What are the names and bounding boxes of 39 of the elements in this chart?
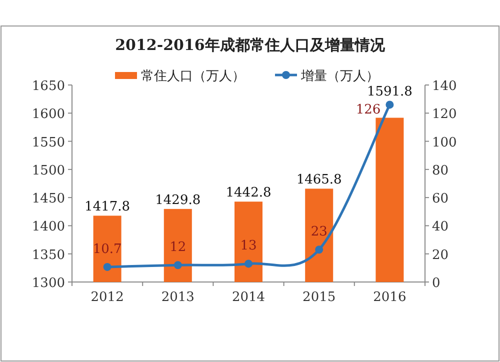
x-tick-label: 2016: [373, 290, 406, 305]
data-label: 10.7: [92, 242, 122, 257]
x-tick-label: 2012: [90, 290, 124, 305]
data-label: 1591.8: [366, 84, 412, 100]
y2-tick-label: 0: [432, 276, 440, 291]
y2-tick-label: 20: [432, 248, 449, 263]
y2-tick-label: 120: [432, 107, 457, 122]
data-label: 1442.8: [226, 186, 272, 201]
y-tick-label: 1350: [32, 248, 65, 263]
y2-tick-label: 140: [432, 79, 457, 94]
x-tick-label: 2013: [161, 290, 194, 305]
y-tick-label: 1600: [32, 107, 65, 122]
y-tick-label: 1450: [32, 192, 65, 207]
data-label: 1417.8: [84, 200, 130, 215]
chart-title: 2012-2016年成都常住人口及增量情况: [115, 36, 386, 54]
point: [315, 246, 324, 254]
legend-label: 常住人口（万人）: [141, 69, 245, 84]
x-tick-label: 2015: [302, 290, 336, 305]
y-tick-label: 1500: [32, 163, 65, 178]
data-label: 1429.8: [155, 192, 201, 208]
data-label: 23: [310, 224, 328, 240]
data-label: 13: [240, 238, 257, 254]
y2-tick-label: 100: [432, 135, 457, 150]
point: [174, 261, 182, 270]
y2-tick-label: 40: [432, 220, 449, 235]
data-label: 1465.8: [296, 172, 342, 188]
point: [386, 100, 394, 109]
data-label: 12: [170, 240, 186, 256]
data-label: 126: [356, 102, 381, 118]
point: [103, 262, 112, 271]
y-tick-label: 1300: [32, 276, 65, 291]
y-tick-label: 1400: [32, 220, 65, 235]
y2-tick-label: 60: [432, 192, 449, 207]
y-tick-label: 1650: [32, 79, 65, 94]
point: [244, 260, 252, 268]
legend-label: 增量（万人）: [300, 69, 379, 84]
x-tick-label: 2014: [232, 290, 266, 305]
y2-tick-label: 80: [432, 163, 449, 178]
y-tick-label: 1550: [32, 135, 65, 150]
